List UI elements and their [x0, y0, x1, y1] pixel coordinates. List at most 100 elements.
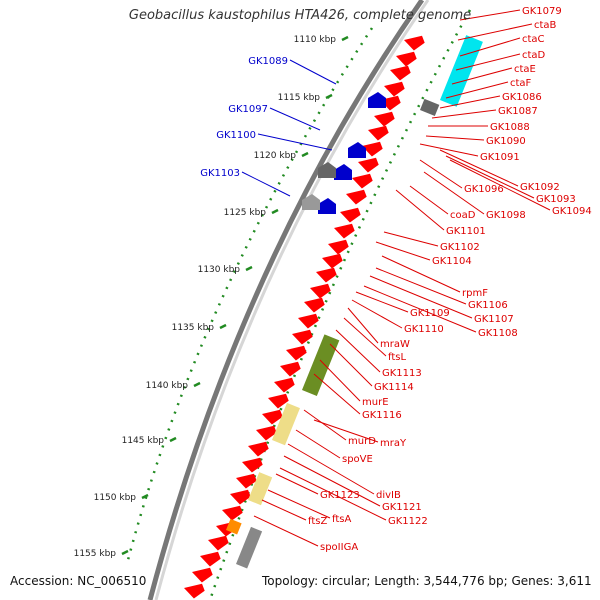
forward-gene — [242, 457, 263, 473]
label-leader — [419, 159, 463, 189]
gene-label: GK1114 — [374, 382, 414, 393]
gene-label: GK1090 — [486, 136, 526, 147]
forward-gene — [280, 361, 301, 377]
forward-gene — [346, 189, 367, 205]
forward-gene — [236, 473, 257, 489]
gene-label: GK1091 — [480, 152, 520, 163]
label-leader — [303, 409, 347, 441]
kbp-tick-label: 1110 kbp — [294, 35, 337, 45]
forward-gene — [230, 489, 251, 505]
forward-gene — [396, 51, 417, 67]
label-leader — [445, 81, 509, 99]
grey-block — [420, 98, 440, 116]
khaki-block — [272, 402, 300, 446]
forward-gene — [222, 505, 243, 521]
reverse-gene-grey — [318, 162, 336, 178]
kbp-tick-mark — [121, 549, 129, 556]
backbone-arc — [147, 0, 425, 600]
gene-label: GK1088 — [490, 122, 530, 133]
label-leader — [343, 317, 387, 357]
label-leader — [319, 359, 361, 402]
reverse-gene — [334, 164, 352, 180]
gene-label: ctaD — [522, 50, 546, 61]
kbp-tick-label: 1145 kbp — [122, 436, 165, 446]
forward-gene — [334, 223, 355, 239]
label-leader — [455, 53, 521, 71]
olive-block — [302, 334, 340, 396]
grey-block-2 — [235, 526, 263, 569]
gene-label: GK1108 — [478, 328, 518, 339]
gene-label: ftsZ — [308, 516, 327, 527]
forward-gene — [200, 551, 221, 567]
label-leader — [383, 231, 439, 247]
kbp-tick-mark — [341, 35, 349, 42]
orange-block — [226, 518, 242, 535]
kbp-tick-label: 1155 kbp — [74, 549, 117, 559]
label-leader — [329, 343, 373, 387]
label-leader — [269, 107, 321, 131]
label-leader — [439, 149, 519, 187]
reverse-gene-grey — [302, 194, 320, 210]
kbp-tick-mark — [325, 93, 333, 100]
gene-label: murE — [362, 397, 389, 408]
forward-gene — [340, 207, 361, 223]
gene-label: GK1107 — [474, 314, 514, 325]
khaki-block-2 — [248, 472, 273, 506]
forward-gene — [248, 441, 269, 457]
label-leaders — [241, 9, 551, 547]
forward-gene — [358, 157, 379, 173]
label-leader — [351, 299, 403, 329]
forward-gene — [274, 377, 295, 393]
forward-gene — [310, 283, 331, 299]
forward-gene — [374, 111, 395, 127]
kbp-tick-mark — [271, 208, 279, 215]
forward-gene — [404, 35, 425, 51]
label-leader — [275, 473, 319, 495]
label-leader — [395, 189, 445, 231]
kbp-tick-mark — [193, 381, 201, 388]
gene-label: GK1097 — [228, 104, 268, 115]
forward-gene — [328, 239, 349, 255]
kbp-tick-mark — [141, 493, 149, 500]
kbp-tick-label: 1130 kbp — [198, 265, 241, 275]
label-leader — [261, 499, 307, 521]
kbp-tick-mark — [245, 265, 253, 272]
forward-gene — [256, 425, 277, 441]
gene-label: divIB — [376, 490, 401, 501]
gene-label: ctaF — [510, 78, 532, 89]
gene-label: GK1116 — [362, 410, 402, 421]
gene-label: GK1110 — [404, 324, 444, 335]
kbp-tick-label: 1115 kbp — [278, 93, 321, 103]
forward-gene — [298, 313, 319, 329]
backbone-highlight — [154, 0, 430, 600]
reverse-gene — [368, 92, 386, 108]
kbp-tick-label: 1120 kbp — [254, 151, 297, 161]
gene-label: GK1103 — [200, 168, 240, 179]
gene-label: GK1093 — [536, 194, 576, 205]
gene-features — [184, 35, 483, 599]
label-leader — [409, 185, 449, 215]
label-leader — [369, 275, 473, 319]
forward-gene — [368, 125, 389, 141]
gene-label: ctaE — [514, 64, 536, 75]
label-leader — [253, 515, 319, 547]
gene-label: GK1079 — [522, 6, 562, 17]
gene-label: GK1101 — [446, 226, 486, 237]
gene-label: ftsA — [332, 514, 351, 525]
kbp-tick-label: 1135 kbp — [172, 323, 215, 333]
label-leader — [375, 241, 431, 261]
gene-label: GK1104 — [432, 256, 472, 267]
topology-text: Topology: circular; Length: 3,544,776 bp… — [262, 574, 592, 588]
label-leader — [295, 429, 341, 459]
kbp-tick-label: 1125 kbp — [224, 208, 267, 218]
gene-label: GK1087 — [498, 106, 538, 117]
label-leader — [287, 443, 375, 495]
kbp-tick-mark — [301, 151, 309, 158]
label-leader — [335, 329, 381, 373]
gene-label: spoVE — [342, 454, 373, 465]
gene-label: GK1123 — [320, 490, 360, 501]
label-leader — [445, 155, 535, 199]
forward-gene — [292, 329, 313, 345]
gene-label: spoIIGA — [320, 542, 358, 553]
